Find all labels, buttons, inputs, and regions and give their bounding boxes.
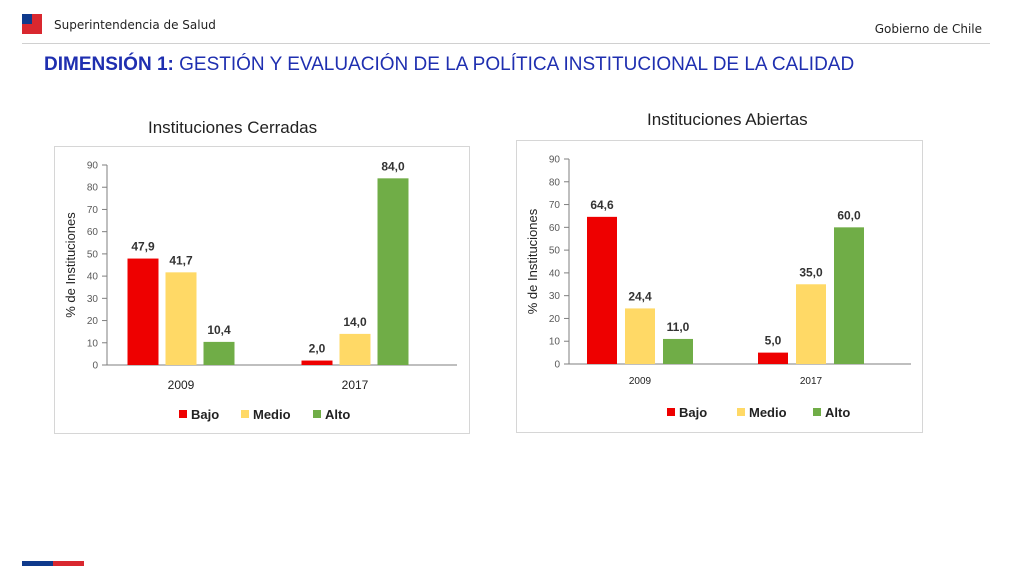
data-label: 24,4: [628, 289, 652, 303]
chart-cerradas: 0 10 20 30 40 50 60 70 80 90 % de Instituciones 47,…: [54, 146, 470, 434]
data-label: 11,0: [667, 320, 690, 334]
data-label: 2,0: [309, 342, 326, 356]
legend-swatch-alto: [813, 408, 821, 416]
y-axis-title: % de Instituciones: [63, 212, 78, 318]
y-tick-label: 50: [87, 249, 99, 260]
chart-svg: 0 10 20 30 40 50 60 70 80 90 % de Instituciones 47,…: [63, 159, 457, 422]
y-tick-label: 90: [87, 161, 99, 172]
legend-label-alto: Alto: [325, 407, 350, 422]
government-name: Gobierno de Chile: [874, 22, 982, 36]
legend-swatch-bajo: [667, 408, 675, 416]
bar-medio-2009: [165, 272, 197, 365]
chile-flag-logo: [22, 14, 42, 34]
x-category-label: 2009: [629, 376, 652, 387]
y-axis-title: % de Instituciones: [525, 208, 540, 314]
legend-swatch-medio: [241, 410, 249, 418]
y-tick-label: 70: [549, 200, 561, 211]
slide-title-prefix: DIMENSIÓN 1:: [44, 54, 174, 75]
y-tick-label: 70: [87, 205, 99, 216]
y-tick-label: 20: [549, 314, 561, 325]
legend-label-medio: Medio: [749, 405, 787, 420]
header-divider: [22, 43, 990, 44]
y-tick-label: 0: [554, 360, 560, 371]
y-tick-label: 80: [87, 183, 99, 194]
y-tick-label: 60: [87, 227, 99, 238]
bar-medio-2017: [796, 284, 826, 364]
y-tick-label: 10: [87, 338, 99, 349]
data-label: 41,7: [169, 253, 193, 267]
y-tick-label: 10: [549, 337, 561, 348]
chart-title-abiertas: Instituciones Abiertas: [647, 110, 808, 129]
data-label: 10,4: [207, 323, 231, 337]
y-tick-label: 50: [549, 246, 561, 257]
data-label: 5,0: [765, 334, 782, 348]
legend-label-alto: Alto: [825, 405, 850, 420]
bar-alto-2017: [377, 178, 409, 365]
data-label: 64,6: [590, 198, 614, 212]
chart-title-cerradas: Instituciones Cerradas: [148, 118, 318, 137]
y-tick-label: 30: [549, 291, 561, 302]
bar-medio-2009: [625, 308, 655, 364]
bar-alto-2009: [203, 341, 235, 365]
y-tick-label: 60: [549, 223, 561, 234]
y-tick-label: 90: [549, 155, 561, 166]
bar-medio-2017: [339, 333, 371, 365]
data-label: 14,0: [343, 315, 367, 329]
y-tick-label: 20: [87, 316, 99, 327]
legend-label-bajo: Bajo: [679, 405, 707, 420]
bar-alto-2009: [663, 338, 693, 364]
data-label: 84,0: [381, 159, 405, 173]
y-tick-label: 40: [549, 268, 561, 279]
legend-label-medio: Medio: [253, 407, 291, 422]
slide-title: DIMENSIÓN 1: GESTIÓN Y EVALUACIÓN DE LA …: [44, 54, 854, 76]
data-label: 47,9: [131, 240, 155, 254]
organization-name: Superintendencia de Salud: [54, 18, 216, 32]
chart-abiertas: 0 10 20 30 40 50 60 70 80 90 % de Instituciones 64,…: [516, 140, 923, 433]
data-label: 35,0: [799, 265, 823, 279]
bar-bajo-2009: [587, 216, 617, 364]
bar-bajo-2009: [127, 258, 159, 365]
y-tick-label: 40: [87, 272, 99, 283]
y-tick-label: 80: [549, 177, 561, 188]
data-label: 60,0: [837, 208, 861, 222]
legend-swatch-bajo: [179, 410, 187, 418]
chart-svg: 0 10 20 30 40 50 60 70 80 90 % de Instituciones 64,…: [525, 155, 911, 420]
y-tick-label: 30: [87, 294, 99, 305]
slide-title-text: GESTIÓN Y EVALUACIÓN DE LA POLÍTICA INST…: [173, 54, 855, 75]
legend-label-bajo: Bajo: [191, 407, 219, 422]
x-category-label: 2017: [800, 376, 823, 387]
legend-swatch-medio: [737, 408, 745, 416]
y-tick-label: 0: [92, 361, 98, 372]
x-category-label: 2009: [168, 378, 195, 392]
legend-swatch-alto: [313, 410, 321, 418]
bar-bajo-2017: [301, 360, 333, 365]
x-category-label: 2017: [342, 378, 369, 392]
bar-bajo-2017: [758, 352, 788, 364]
footer-flag-bar: [22, 561, 84, 566]
bar-alto-2017: [834, 227, 864, 364]
